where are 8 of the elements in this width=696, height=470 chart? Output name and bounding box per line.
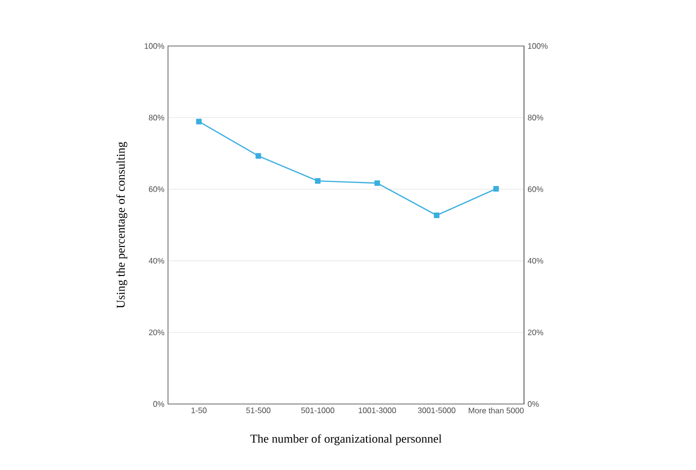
point xyxy=(196,118,202,124)
point xyxy=(256,153,262,159)
x-axis-title: The number of organizational personnel xyxy=(250,434,442,446)
point xyxy=(374,180,380,186)
y-axis-title: Using the percentage of consulting xyxy=(116,142,128,308)
point xyxy=(493,186,499,192)
point xyxy=(434,212,440,218)
point xyxy=(314,178,321,184)
